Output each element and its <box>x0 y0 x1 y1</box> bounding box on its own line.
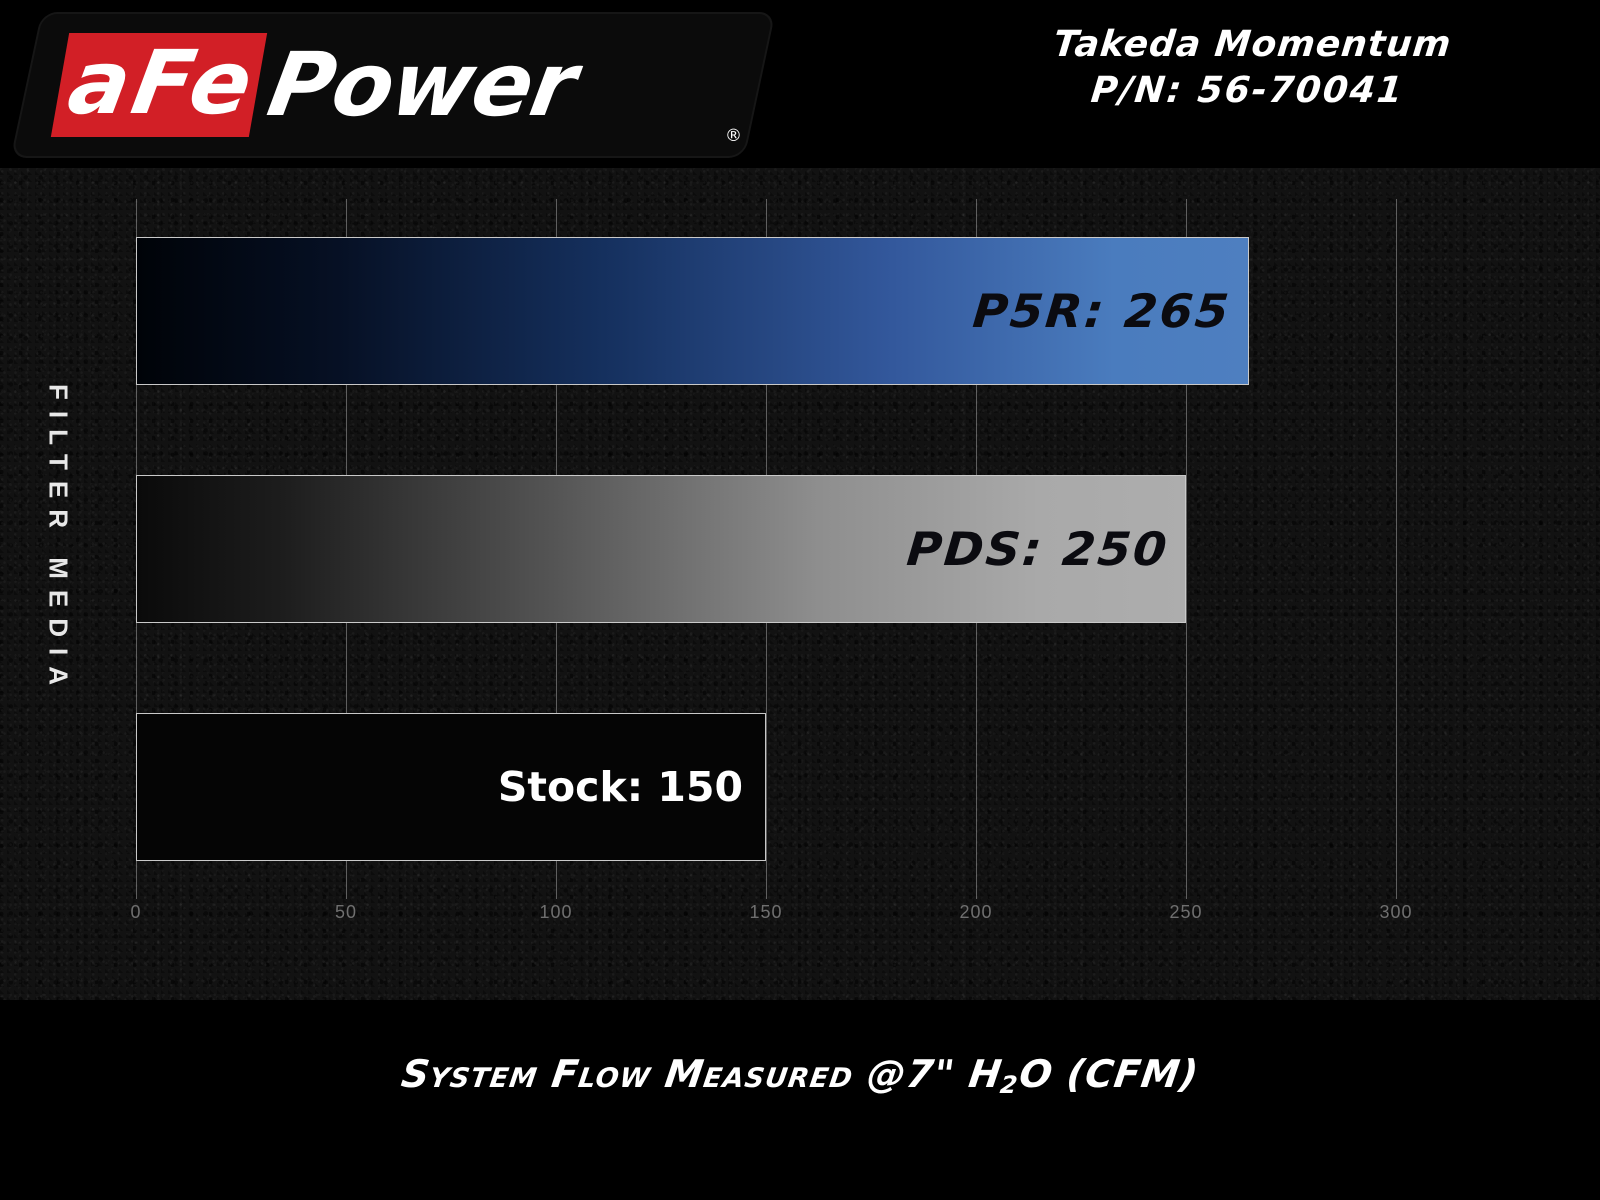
footer-bar: System Flow Measured @7" H2O (CFM) <box>0 1000 1600 1200</box>
xtick-150: 150 <box>749 902 783 922</box>
logo-wordmark: aFe Power <box>28 14 758 156</box>
chart-caption: System Flow Measured @7" H2O (CFM) <box>0 1052 1600 1099</box>
bar-label-pds: PDS: 250 <box>904 522 1171 576</box>
bar-label-stock: Stock: 150 <box>497 763 743 811</box>
part-number: P/N: 56-70041 <box>1089 70 1407 112</box>
bar-pds: PDS: 250 <box>136 475 1186 623</box>
logo-power-text: Power <box>261 33 584 136</box>
header-bar: aFe Power ® Takeda Momentum P/N: 56-7004… <box>0 0 1600 168</box>
header-title-block: Takeda Momentum P/N: 56-70041 <box>895 22 1600 114</box>
xtick-200: 200 <box>959 902 993 922</box>
bar-stock: Stock: 150 <box>136 713 766 861</box>
xtick-100: 100 <box>539 902 573 922</box>
logo-afe-text: aFe <box>50 31 268 137</box>
gridline-300 <box>1396 199 1397 899</box>
bar-p5r: P5R: 265 <box>136 237 1249 385</box>
xtick-0: 0 <box>130 902 142 922</box>
bar-label-p5r: P5R: 265 <box>971 284 1234 338</box>
xtick-50: 50 <box>334 902 358 922</box>
gridline-250 <box>1186 199 1187 899</box>
xtick-300: 300 <box>1379 902 1413 922</box>
plot-area: P5R: 265 PDS: 250 Stock: 150 <box>136 185 1397 900</box>
afe-power-logo: aFe Power ® <box>12 14 774 156</box>
registered-trademark-icon: ® <box>725 126 742 146</box>
caption-suffix: O (CFM) <box>1016 1052 1202 1096</box>
y-axis-label: FILTER MEDIA <box>43 383 74 697</box>
product-name: Takeda Momentum <box>1051 24 1454 65</box>
xtick-250: 250 <box>1169 902 1203 922</box>
caption-prefix: System Flow Measured @7" H <box>398 1052 1006 1096</box>
